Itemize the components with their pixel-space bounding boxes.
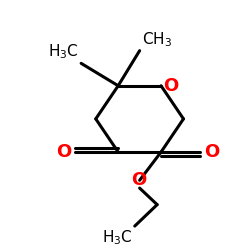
Text: H$_3$C: H$_3$C xyxy=(48,43,78,62)
Text: CH$_3$: CH$_3$ xyxy=(142,30,172,49)
Text: H$_3$C: H$_3$C xyxy=(102,228,133,247)
Text: O: O xyxy=(204,143,219,161)
Text: O: O xyxy=(163,77,178,95)
Text: O: O xyxy=(56,143,72,161)
Text: O: O xyxy=(131,171,146,189)
